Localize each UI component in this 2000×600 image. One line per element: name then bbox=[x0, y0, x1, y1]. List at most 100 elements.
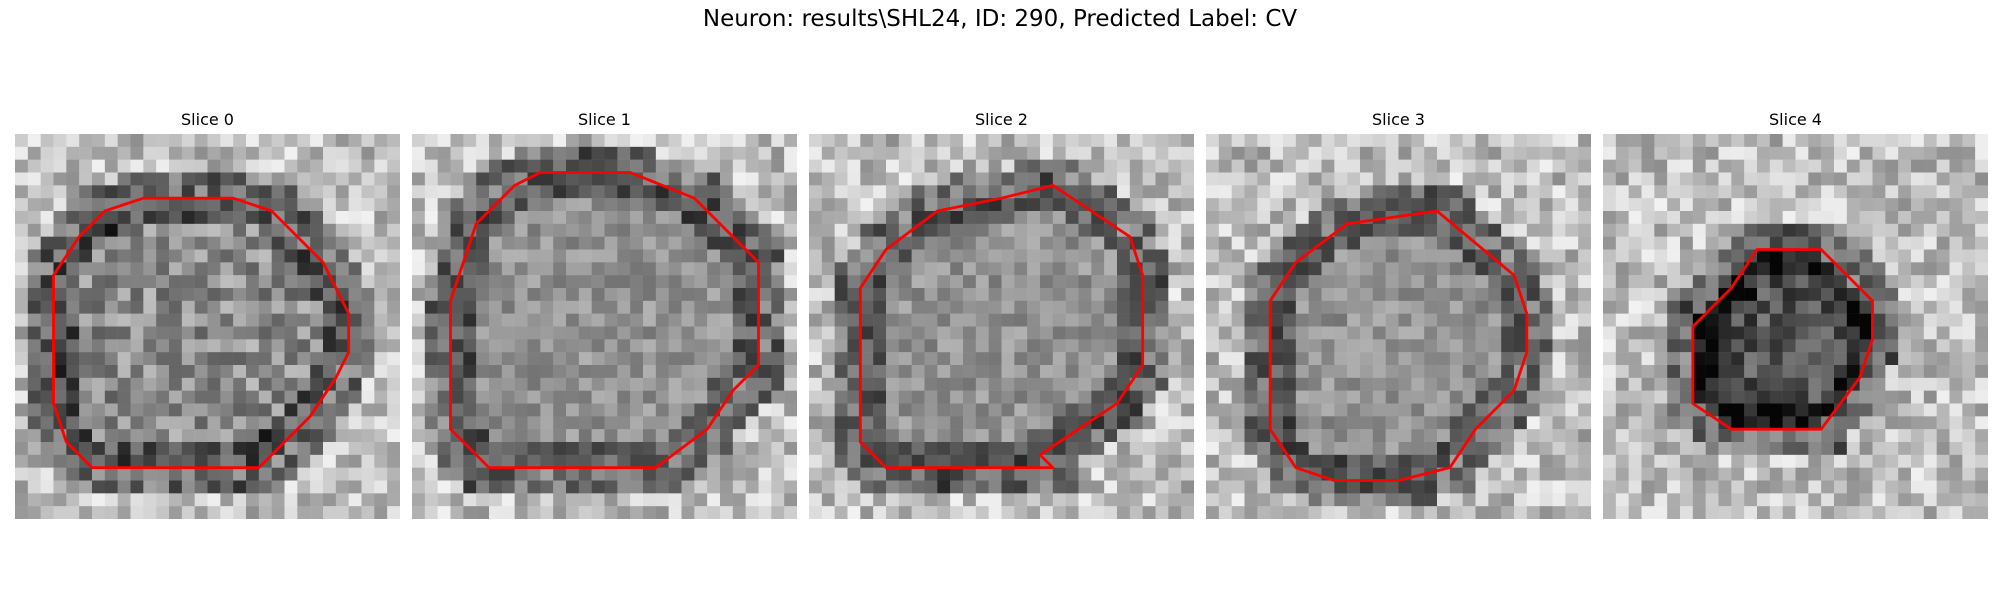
pixel bbox=[988, 467, 1002, 481]
pixel bbox=[1231, 172, 1245, 186]
pixel bbox=[553, 223, 567, 237]
pixel bbox=[655, 134, 669, 148]
pixel bbox=[591, 429, 605, 443]
pixel bbox=[1257, 223, 1271, 237]
pixel bbox=[450, 390, 464, 404]
pixel bbox=[1308, 211, 1322, 225]
pixel bbox=[1347, 416, 1361, 430]
pixel bbox=[387, 172, 400, 186]
pixel bbox=[950, 339, 964, 353]
pixel bbox=[1769, 493, 1783, 507]
pixel bbox=[1001, 390, 1015, 404]
pixel bbox=[130, 275, 144, 289]
pixel bbox=[1424, 236, 1438, 250]
pixel bbox=[1091, 454, 1105, 468]
pixel bbox=[1372, 467, 1386, 481]
pixel bbox=[630, 403, 644, 417]
pixel bbox=[1244, 211, 1258, 225]
pixel bbox=[681, 275, 695, 289]
pixel bbox=[1975, 416, 1988, 430]
pixel bbox=[975, 403, 989, 417]
pixel bbox=[476, 377, 490, 391]
pixel bbox=[271, 223, 285, 237]
pixel bbox=[566, 454, 580, 468]
pixel bbox=[1705, 442, 1719, 456]
pixel bbox=[169, 377, 183, 391]
pixel bbox=[1117, 403, 1131, 417]
pixel bbox=[130, 326, 144, 340]
pixel bbox=[169, 442, 183, 456]
pixel bbox=[975, 352, 989, 366]
pixel bbox=[1206, 313, 1220, 327]
pixel bbox=[988, 377, 1002, 391]
pixel bbox=[1104, 493, 1118, 507]
pixel bbox=[271, 275, 285, 289]
pixel bbox=[1360, 300, 1374, 314]
pixel bbox=[771, 352, 785, 366]
pixel bbox=[1514, 390, 1528, 404]
pixel bbox=[1270, 159, 1284, 173]
pixel bbox=[527, 416, 541, 430]
pixel bbox=[758, 249, 772, 263]
pixel bbox=[1692, 300, 1706, 314]
pixel bbox=[668, 262, 682, 276]
pixel bbox=[578, 262, 592, 276]
pixel bbox=[1667, 288, 1681, 302]
pixel bbox=[79, 185, 93, 199]
pixel bbox=[1411, 326, 1425, 340]
pixel bbox=[1014, 313, 1028, 327]
pixel bbox=[1385, 326, 1399, 340]
pixel bbox=[771, 506, 785, 519]
pixel bbox=[758, 172, 772, 186]
pixel bbox=[412, 313, 426, 327]
pixel bbox=[694, 403, 708, 417]
pixel bbox=[1411, 300, 1425, 314]
pixel bbox=[1821, 159, 1835, 173]
pixel bbox=[1052, 467, 1066, 481]
pixel bbox=[707, 198, 721, 212]
pixel bbox=[950, 288, 964, 302]
pixel bbox=[707, 365, 721, 379]
pixel bbox=[1898, 300, 1912, 314]
pixel bbox=[1680, 377, 1694, 391]
pixel bbox=[489, 429, 503, 443]
pixel bbox=[1757, 313, 1771, 327]
pixel bbox=[335, 262, 349, 276]
pixel bbox=[1206, 339, 1220, 353]
pixel bbox=[1155, 326, 1169, 340]
pixel bbox=[514, 198, 528, 212]
pixel bbox=[937, 365, 951, 379]
pixel bbox=[284, 390, 298, 404]
pixel bbox=[246, 403, 260, 417]
pixel bbox=[1615, 506, 1629, 519]
pixel bbox=[643, 211, 657, 225]
pixel bbox=[847, 390, 861, 404]
pixel bbox=[1065, 480, 1079, 494]
pixel bbox=[450, 377, 464, 391]
pixel bbox=[1795, 172, 1809, 186]
pixel bbox=[284, 300, 298, 314]
pixel bbox=[1334, 159, 1348, 173]
pixel bbox=[630, 211, 644, 225]
pixel bbox=[297, 146, 311, 160]
pixel bbox=[566, 288, 580, 302]
pixel bbox=[1514, 134, 1528, 148]
pixel bbox=[1181, 416, 1194, 430]
pixel bbox=[1360, 275, 1374, 289]
pixel bbox=[1142, 377, 1156, 391]
pixel bbox=[156, 249, 170, 263]
pixel bbox=[911, 442, 925, 456]
pixel bbox=[1769, 454, 1783, 468]
pixel bbox=[1641, 275, 1655, 289]
pixel bbox=[1488, 172, 1502, 186]
pixel bbox=[450, 198, 464, 212]
pixel bbox=[348, 480, 362, 494]
pixel bbox=[1526, 454, 1540, 468]
pixel bbox=[1782, 275, 1796, 289]
pixel bbox=[1718, 300, 1732, 314]
pixel bbox=[681, 403, 695, 417]
pixel bbox=[104, 390, 118, 404]
pixel bbox=[1027, 467, 1041, 481]
pixel bbox=[194, 275, 208, 289]
pixel bbox=[1539, 339, 1553, 353]
